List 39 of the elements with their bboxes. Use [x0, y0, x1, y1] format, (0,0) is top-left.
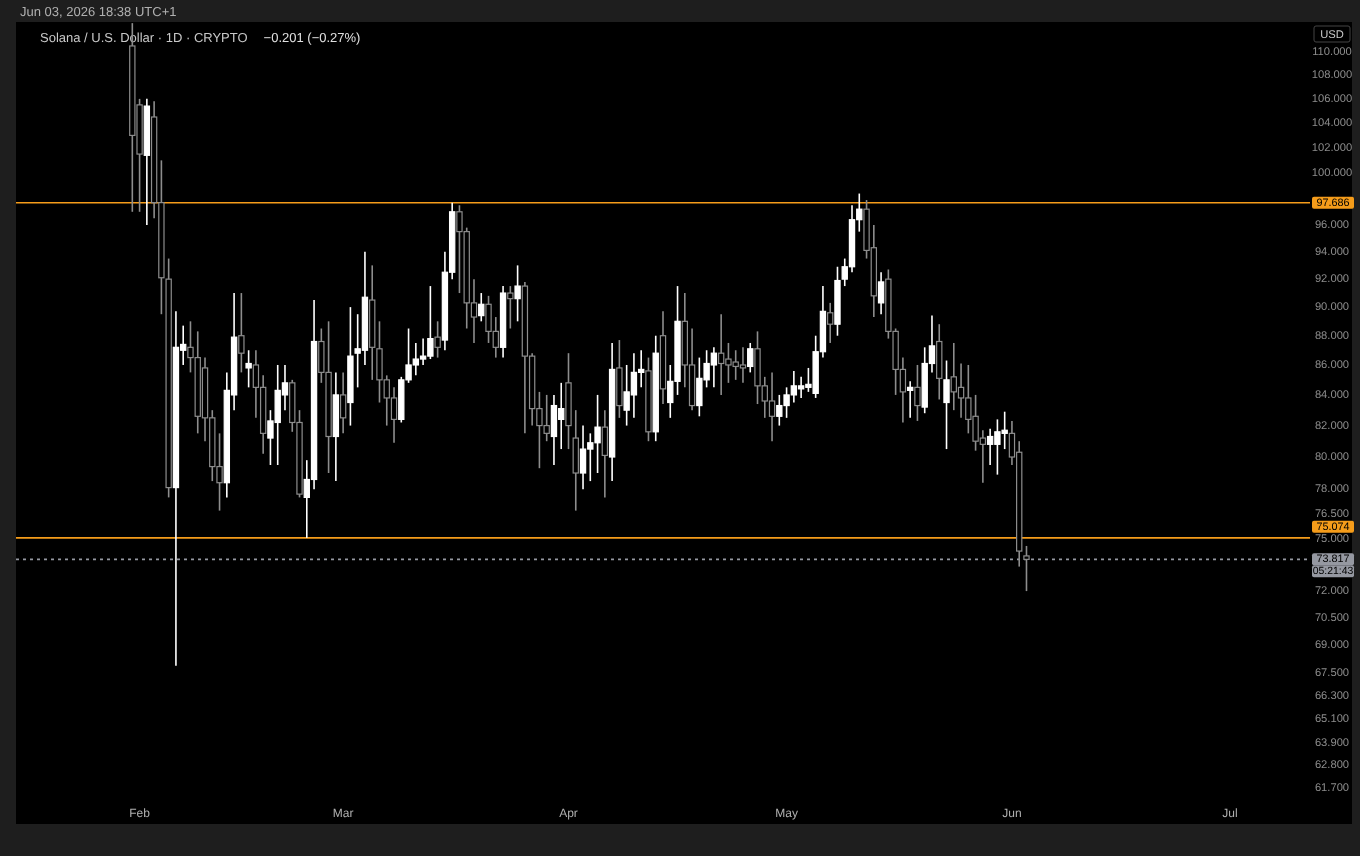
candlestick [238, 292, 245, 374]
candlestick [696, 356, 703, 418]
candlestick [914, 364, 921, 422]
candlestick [790, 370, 798, 404]
candlestick [601, 409, 609, 499]
candlestick [579, 424, 587, 491]
candlestick [478, 292, 485, 323]
candlestick [732, 349, 739, 381]
candlestick [877, 271, 885, 315]
candlestick [950, 342, 957, 411]
candlestick [827, 302, 834, 344]
candlestick [717, 313, 725, 396]
candlestick [943, 359, 950, 450]
candlestick [339, 371, 347, 435]
candlestick [739, 346, 747, 384]
candlestick [369, 264, 376, 381]
candlestick [936, 323, 943, 401]
candlestick [616, 339, 623, 419]
candlestick [332, 371, 340, 482]
candlestick [986, 427, 994, 466]
candlestick [347, 306, 354, 427]
candlestick [427, 285, 434, 360]
candlestick [630, 352, 638, 419]
candlestick [834, 265, 841, 337]
candlestick [768, 371, 776, 442]
candlestick [245, 349, 252, 389]
candlestick [594, 394, 601, 474]
candlestick [274, 364, 281, 466]
candlestick [558, 382, 565, 450]
candlestick [507, 285, 514, 330]
candlestick [710, 346, 718, 389]
candlestick [994, 418, 1001, 476]
candlestick [906, 380, 914, 419]
candlestick [434, 320, 441, 359]
candlestick [412, 342, 420, 377]
candlestick [514, 264, 521, 323]
candlestick [797, 376, 805, 399]
candlestick [776, 394, 783, 427]
candlestick [747, 342, 754, 374]
